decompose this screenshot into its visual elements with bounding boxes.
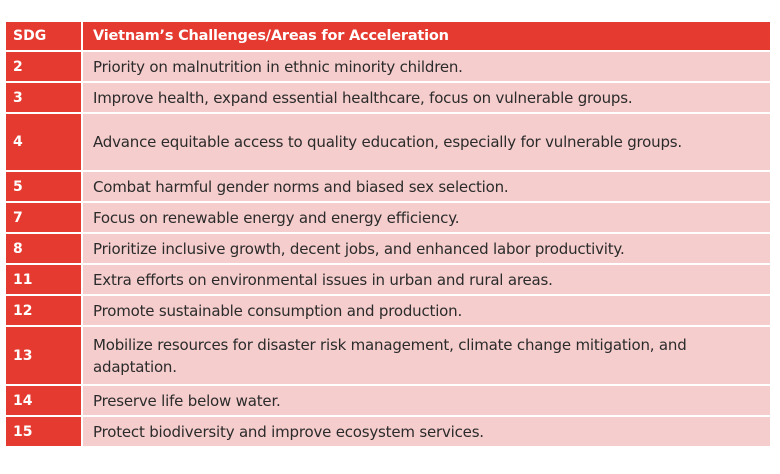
table-row: 11 Extra efforts on environmental issues… <box>6 265 770 294</box>
challenge-text: Preserve life below water. <box>83 386 770 415</box>
sdg-number: 2 <box>6 52 81 81</box>
sdg-number: 12 <box>6 296 81 325</box>
challenge-text: Focus on renewable energy and energy eff… <box>83 203 770 232</box>
sdg-number: 15 <box>6 417 81 446</box>
table-row: 2 Priority on malnutrition in ethnic min… <box>6 52 770 81</box>
challenge-text: Mobilize resources for disaster risk man… <box>83 327 770 384</box>
sdg-number: 4 <box>6 114 81 170</box>
header-sdg: SDG <box>6 22 81 50</box>
sdg-number: 13 <box>6 327 81 384</box>
challenge-text: Priority on malnutrition in ethnic minor… <box>83 52 770 81</box>
sdg-number: 3 <box>6 83 81 112</box>
header-challenges: Vietnam’s Challenges/Areas for Accelerat… <box>83 22 770 50</box>
table-row: 15 Protect biodiversity and improve ecos… <box>6 417 770 446</box>
table-row: 8 Prioritize inclusive growth, decent jo… <box>6 234 770 263</box>
sdg-number: 14 <box>6 386 81 415</box>
challenge-text: Combat harmful gender norms and biased s… <box>83 172 770 201</box>
table-row: 14 Preserve life below water. <box>6 386 770 415</box>
table-row: 5 Combat harmful gender norms and biased… <box>6 172 770 201</box>
table-row: 7 Focus on renewable energy and energy e… <box>6 203 770 232</box>
challenge-text: Promote sustainable consumption and prod… <box>83 296 770 325</box>
table-header-row: SDG Vietnam’s Challenges/Areas for Accel… <box>6 22 770 50</box>
challenge-text: Protect biodiversity and improve ecosyst… <box>83 417 770 446</box>
table-row: 12 Promote sustainable consumption and p… <box>6 296 770 325</box>
sdg-number: 8 <box>6 234 81 263</box>
sdg-number: 11 <box>6 265 81 294</box>
table-row: 3 Improve health, expand essential healt… <box>6 83 770 112</box>
sdg-number: 7 <box>6 203 81 232</box>
sdg-number: 5 <box>6 172 81 201</box>
challenge-text: Advance equitable access to quality educ… <box>83 114 770 170</box>
table-row: 4 Advance equitable access to quality ed… <box>6 114 770 170</box>
challenge-text: Prioritize inclusive growth, decent jobs… <box>83 234 770 263</box>
challenge-text: Extra efforts on environmental issues in… <box>83 265 770 294</box>
sdg-challenges-table: SDG Vietnam’s Challenges/Areas for Accel… <box>6 22 770 448</box>
table-row: 13 Mobilize resources for disaster risk … <box>6 327 770 384</box>
challenge-text: Improve health, expand essential healthc… <box>83 83 770 112</box>
